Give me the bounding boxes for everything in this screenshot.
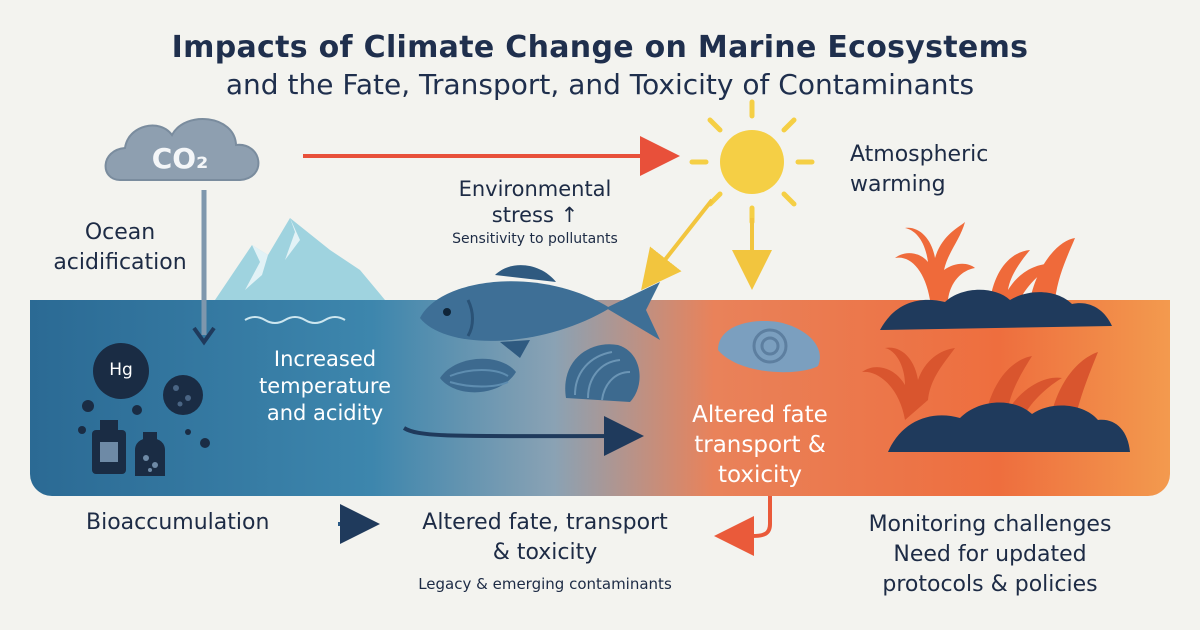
fish-icon [420, 265, 660, 358]
co2-cloud-icon [104, 118, 260, 181]
altered-fate-bottom-label: Altered fate, transport & toxicity Legac… [375, 508, 715, 596]
iceberg-icon [215, 218, 385, 300]
snail-shell-icon [718, 321, 820, 373]
environmental-stress-line-2: stress ↑ [491, 203, 579, 227]
ocean-acidification-line-2: acidification [53, 250, 187, 275]
wave-line-icon [244, 316, 346, 324]
increased-temperature-line-1: Increased [273, 347, 377, 371]
coral-top-icon [895, 222, 1075, 300]
hg-label: Hg [109, 360, 133, 380]
reef-rock-bottom-icon [888, 402, 1130, 452]
mussel-shell-icon [440, 358, 516, 393]
altered-fate-bottom-line-2: & toxicity [492, 540, 598, 565]
title-line-1: Impacts of Climate Change on Marine Ecos… [171, 30, 1029, 65]
reef-rock-top-icon [880, 289, 1112, 330]
clam-shell-icon [565, 344, 640, 402]
atmospheric-warming-line-2: warming [850, 172, 946, 197]
monitoring-line-1: Monitoring challenges [868, 512, 1112, 537]
increased-temperature-line-3: and acidity [266, 401, 384, 425]
environmental-stress-line-1: Environmental [458, 177, 612, 201]
monitoring-label: Monitoring challenges Need for updated p… [820, 510, 1160, 600]
contaminant-particle-icon [78, 375, 210, 448]
sun-to-fish-arrow [641, 198, 714, 291]
environmental-stress-label: Environmental stress ↑ Sensitivity to po… [410, 176, 660, 250]
altered-fate-sea-label: Altered fate transport & toxicity [650, 400, 870, 490]
sun-icon [689, 99, 815, 225]
altered-fate-bottom-line-1: Altered fate, transport [422, 510, 668, 535]
increased-temperature-line-2: temperature [259, 374, 391, 398]
title-line-2: and the Fate, Transport, and Toxicity of… [225, 68, 975, 101]
atmospheric-warming-line-1: Atmospheric [850, 142, 989, 167]
monitoring-line-2: Need for updated [893, 542, 1087, 567]
bioaccumulation-label: Bioaccumulation [86, 510, 270, 535]
atmospheric-warming-label: Atmospheric warming [850, 140, 1090, 200]
ocean-acidification-line-1: Ocean [84, 220, 156, 245]
altered-fate-sea-line-2: transport & [694, 432, 826, 458]
monitoring-line-3: protocols & policies [882, 572, 1098, 597]
temp-to-altered-arrow [402, 416, 644, 457]
chemical-bottle-icon [92, 420, 126, 474]
legacy-contaminants-text: Legacy & emerging contaminants [418, 575, 672, 593]
sensitivity-pollutants-text: Sensitivity to pollutants [452, 231, 618, 247]
co2-label: CO₂ [151, 142, 209, 175]
altered-fate-sea-line-1: Altered fate [692, 402, 828, 428]
ocean-to-altered-arrow [714, 496, 772, 556]
increased-temperature-label: Increased temperature and acidity [240, 346, 410, 427]
ocean-acidification-label: Ocean acidification [40, 218, 200, 278]
hg-bubble-icon [93, 343, 149, 399]
chemical-jar-icon [135, 432, 165, 476]
acidification-arrow-head [192, 326, 216, 346]
altered-fate-sea-line-3: toxicity [717, 462, 803, 488]
